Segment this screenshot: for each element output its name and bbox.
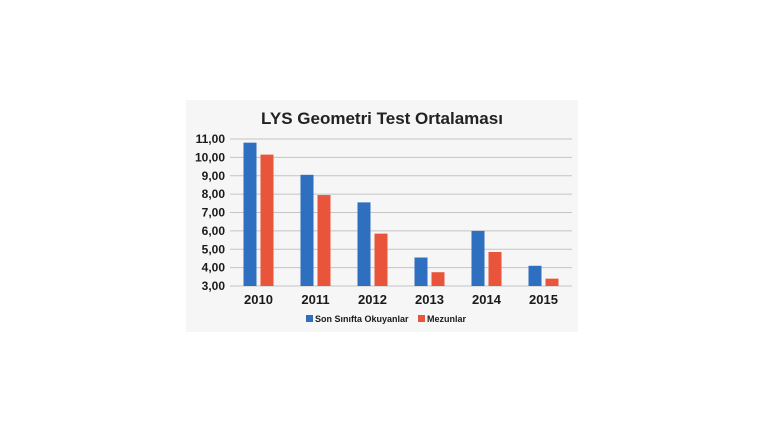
bar-son-sinifta-okuyanlar-2011 [300, 174, 314, 286]
y-tick-label: 8,00 [202, 187, 226, 201]
y-tick-label: 7,00 [202, 206, 226, 220]
x-tick-label: 2012 [358, 292, 387, 307]
bars [243, 142, 559, 286]
legend-swatch-mezunlar [418, 315, 425, 322]
x-tick-label: 2010 [244, 292, 273, 307]
y-tick-label: 3,00 [202, 279, 226, 293]
y-tick-label: 4,00 [202, 261, 226, 275]
y-axis-tick-labels: 3,00 4,00 5,00 6,00 7,00 8,00 9,00 10,00 11,00 [195, 132, 225, 293]
bar-mezunlar-2011 [317, 195, 331, 286]
x-tick-label: 2011 [301, 292, 329, 307]
y-tick-label: 10,00 [195, 150, 225, 164]
x-tick-label: 2013 [415, 292, 444, 307]
legend: Son Sınıfta Okuyanlar Mezunlar [306, 314, 467, 324]
y-tick-label: 6,00 [202, 224, 226, 238]
bar-mezunlar-2015 [545, 278, 559, 286]
bar-son-sinifta-okuyanlar-2010 [243, 142, 257, 286]
y-tick-label: 5,00 [202, 242, 226, 256]
bar-son-sinifta-okuyanlar-2013 [414, 257, 428, 286]
x-tick-label: 2015 [529, 292, 558, 307]
bar-mezunlar-2013 [431, 272, 445, 286]
x-tick-label: 2014 [472, 292, 502, 307]
bar-son-sinifta-okuyanlar-2012 [357, 202, 371, 286]
gridlines [230, 138, 572, 287]
y-tick-label: 11,00 [196, 132, 226, 146]
legend-swatch-son-sinifta-okuyanlar [306, 315, 313, 322]
bar-mezunlar-2012 [374, 233, 388, 286]
x-axis-category-labels: 2010 2011 2012 2013 2014 2015 [244, 292, 558, 307]
legend-label-mezunlar: Mezunlar [427, 314, 467, 324]
chart-title: LYS Geometri Test Ortalaması [261, 109, 503, 128]
legend-label-son-sinifta-okuyanlar: Son Sınıfta Okuyanlar [315, 314, 409, 324]
bar-son-sinifta-okuyanlar-2015 [528, 265, 542, 286]
bar-son-sinifta-okuyanlar-2014 [471, 230, 485, 286]
bar-mezunlar-2014 [488, 252, 502, 286]
bar-mezunlar-2010 [260, 154, 274, 286]
y-tick-label: 9,00 [202, 169, 226, 183]
